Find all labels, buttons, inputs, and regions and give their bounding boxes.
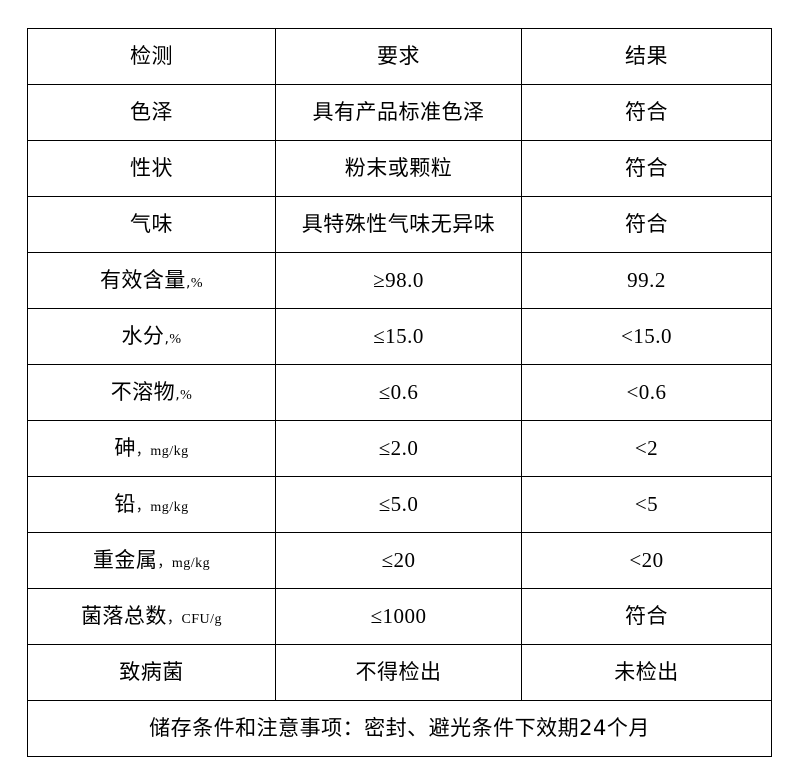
cell-requirement: 粉末或颗粒 [275, 140, 522, 197]
table-row: 性状 粉末或颗粒 符合 [27, 140, 772, 197]
item-name: 有效含量 [99, 268, 186, 293]
cell-result: 符合 [521, 84, 772, 141]
cell-item: 气味 [27, 196, 276, 253]
cell-result: 符合 [521, 140, 772, 197]
column-header-0: 检测 [27, 28, 276, 85]
unit-separator: , [164, 331, 170, 348]
item-label-wrapper: 砷，mg/kg [114, 435, 188, 461]
cell-item: 铅，mg/kg [27, 476, 276, 533]
cell-requirement: ≤1000 [275, 588, 522, 645]
item-name: 性状 [130, 156, 173, 181]
cell-result: 99.2 [521, 252, 772, 309]
cell-result: 未检出 [521, 644, 772, 701]
cell-item: 不溶物,% [27, 364, 276, 421]
item-label-wrapper: 水分,% [121, 323, 181, 349]
specification-table: 检测 要求 结果 色泽 具有产品标准色泽 符合 性状 粉末或颗粒 符合 气味 具特殊性气味无异味 符合… [27, 28, 772, 757]
table-row: 砷，mg/kg ≤2.0 <2 [27, 420, 772, 477]
table-row: 不溶物,% ≤0.6 <0.6 [27, 364, 772, 421]
table-body: 检测 要求 结果 色泽 具有产品标准色泽 符合 性状 粉末或颗粒 符合 气味 具特殊性气味无异味 符合… [27, 28, 772, 757]
specification-table-container: 检测 要求 结果 色泽 具有产品标准色泽 符合 性状 粉末或颗粒 符合 气味 具特殊性气味无异味 符合… [27, 28, 772, 757]
item-unit: mg/kg [171, 556, 211, 572]
item-unit: % [169, 332, 182, 348]
item-name: 铅 [114, 492, 136, 517]
item-name: 水分 [121, 324, 165, 349]
item-unit: CFU/g [181, 612, 223, 628]
unit-separator: ， [157, 555, 172, 572]
table-row: 菌落总数，CFU/g ≤1000 符合 [27, 588, 772, 645]
item-name: 致病菌 [119, 660, 184, 685]
item-name: 砷 [114, 436, 136, 461]
column-header-1: 要求 [275, 28, 522, 85]
cell-item: 砷，mg/kg [27, 420, 276, 477]
item-label-wrapper: 菌落总数，CFU/g [81, 603, 222, 629]
unit-separator: ， [135, 443, 151, 460]
cell-requirement: ≤2.0 [275, 420, 522, 477]
item-unit: % [190, 276, 204, 292]
table-row: 致病菌 不得检出 未检出 [27, 644, 772, 701]
cell-result: <15.0 [521, 308, 772, 365]
item-label-wrapper: 不溶物,% [111, 379, 193, 405]
cell-requirement: ≤0.6 [275, 364, 522, 421]
cell-requirement: 不得检出 [275, 644, 522, 701]
table-row: 铅，mg/kg ≤5.0 <5 [27, 476, 772, 533]
item-unit: mg/kg [150, 500, 189, 516]
table-row: 气味 具特殊性气味无异味 符合 [27, 196, 772, 253]
cell-requirement: 具有产品标准色泽 [275, 84, 522, 141]
cell-result: <2 [521, 420, 772, 477]
item-label-wrapper: 重金属，mg/kg [93, 547, 210, 573]
cell-requirement: ≥98.0 [275, 252, 522, 309]
cell-result: <20 [521, 532, 772, 589]
table-row: 色泽 具有产品标准色泽 符合 [27, 84, 772, 141]
cell-requirement: ≤5.0 [275, 476, 522, 533]
unit-separator: ， [135, 499, 151, 516]
unit-separator: ， [166, 611, 182, 628]
cell-item: 色泽 [27, 84, 276, 141]
cell-requirement: 具特殊性气味无异味 [275, 196, 522, 253]
unit-separator: , [175, 387, 181, 404]
item-name: 色泽 [130, 100, 173, 125]
cell-requirement: ≤20 [275, 532, 522, 589]
item-label-wrapper: 致病菌 [119, 659, 184, 685]
item-name: 不溶物 [110, 380, 176, 405]
table-row: 水分,% ≤15.0 <15.0 [27, 308, 772, 365]
item-label-wrapper: 性状 [130, 155, 173, 181]
cell-item: 致病菌 [27, 644, 276, 701]
item-unit: % [180, 388, 193, 404]
cell-item: 水分,% [27, 308, 276, 365]
item-label-wrapper: 铅，mg/kg [114, 491, 188, 517]
item-label-wrapper: 有效含量,% [100, 267, 203, 293]
column-header-2: 结果 [521, 28, 772, 85]
item-label-wrapper: 气味 [130, 211, 173, 237]
item-name: 气味 [130, 212, 173, 237]
table-header-row: 检测 要求 结果 [27, 28, 772, 85]
cell-result: <0.6 [521, 364, 772, 421]
cell-result: 符合 [521, 588, 772, 645]
table-footer-row: 储存条件和注意事项：密封、避光条件下效期24个月 [27, 700, 772, 757]
item-name: 菌落总数 [80, 604, 167, 629]
cell-item: 性状 [27, 140, 276, 197]
storage-conditions-note: 储存条件和注意事项：密封、避光条件下效期24个月 [27, 700, 772, 757]
item-name: 重金属 [92, 548, 158, 573]
cell-item: 有效含量,% [27, 252, 276, 309]
cell-item: 重金属，mg/kg [27, 532, 276, 589]
item-unit: mg/kg [150, 444, 189, 460]
cell-result: <5 [521, 476, 772, 533]
unit-separator: , [185, 275, 191, 292]
table-row: 有效含量,% ≥98.0 99.2 [27, 252, 772, 309]
table-row: 重金属，mg/kg ≤20 <20 [27, 532, 772, 589]
cell-requirement: ≤15.0 [275, 308, 522, 365]
cell-result: 符合 [521, 196, 772, 253]
item-label-wrapper: 色泽 [130, 99, 173, 125]
cell-item: 菌落总数，CFU/g [27, 588, 276, 645]
